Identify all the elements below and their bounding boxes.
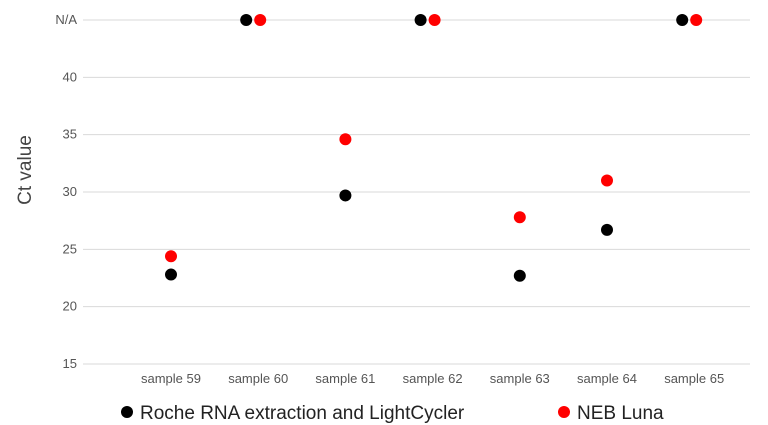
- y-tick-labels: 15 20 25 30 35 40 N/A: [55, 12, 77, 371]
- y-tick-label: 20: [63, 299, 77, 314]
- legend-label-roche: Roche RNA extraction and LightCycler: [140, 403, 465, 424]
- y-tick-label: 25: [63, 241, 77, 256]
- gridlines: [83, 19, 750, 365]
- legend-marker-neb: [558, 406, 570, 418]
- x-tick-label: sample 63: [490, 371, 550, 386]
- x-tick-label: sample 64: [577, 371, 637, 386]
- y-tick-label: N/A: [55, 12, 77, 27]
- data-point: [513, 269, 526, 282]
- y-tick-label: 40: [63, 69, 77, 84]
- x-tick-labels: sample 59 sample 60 sample 61 sample 62 samp…: [141, 371, 724, 386]
- data-point: [676, 14, 689, 26]
- data-point: [414, 14, 427, 26]
- data-points: [165, 14, 703, 282]
- x-tick-label: sample 65: [664, 371, 724, 386]
- y-axis-title: Ct value: [15, 135, 36, 205]
- data-point: [690, 14, 703, 26]
- y-tick-label: 30: [63, 184, 77, 199]
- data-point: [165, 268, 177, 281]
- data-point: [601, 174, 613, 187]
- x-tick-label: sample 62: [403, 371, 463, 386]
- y-tick-label: 35: [63, 127, 77, 142]
- x-tick-label: sample 61: [315, 371, 375, 386]
- data-point: [165, 250, 177, 263]
- y-tick-label: 15: [63, 356, 77, 371]
- legend-label-neb: NEB Luna: [577, 403, 664, 424]
- legend-marker-roche: [121, 406, 133, 418]
- data-point: [339, 189, 352, 202]
- legend: Roche RNA extraction and LightCycler NEB…: [121, 403, 664, 424]
- data-point: [428, 14, 441, 26]
- data-point: [254, 14, 267, 26]
- data-point: [513, 211, 526, 224]
- data-point: [339, 133, 352, 146]
- x-tick-label: sample 59: [141, 371, 201, 386]
- x-tick-label: sample 60: [228, 371, 288, 386]
- data-point: [240, 14, 253, 26]
- data-point: [601, 223, 613, 236]
